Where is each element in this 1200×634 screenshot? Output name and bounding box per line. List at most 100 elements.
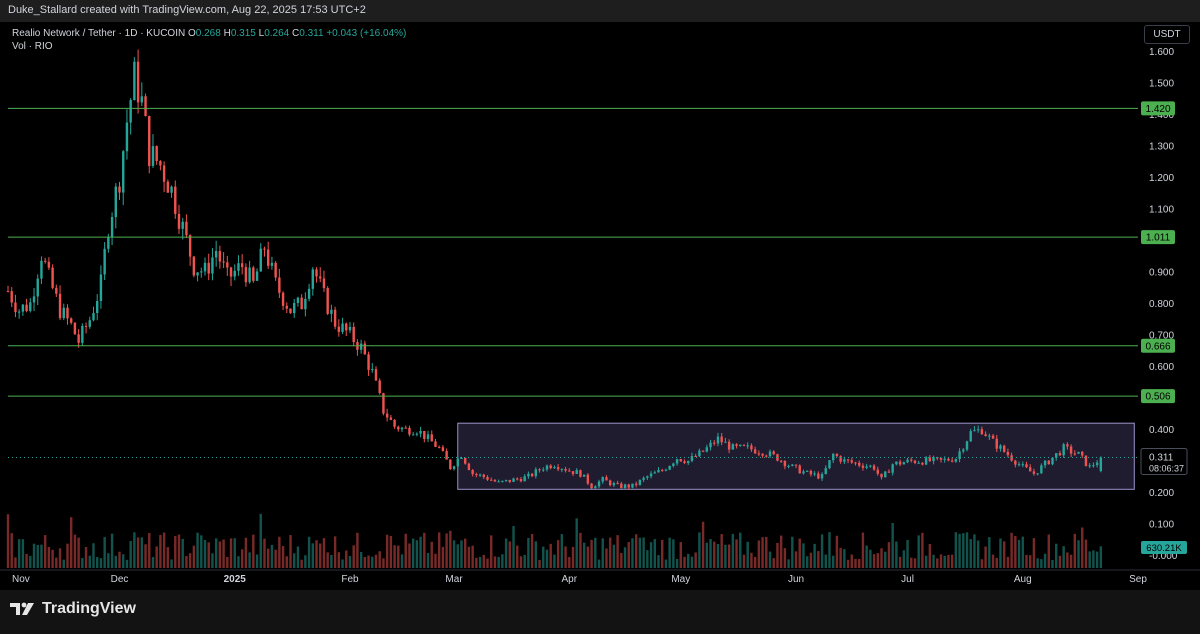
candle-body (255, 271, 259, 281)
candle-body (824, 468, 827, 475)
candle-body (872, 465, 876, 470)
candle-body (538, 469, 541, 471)
candle-body (932, 457, 935, 462)
symbol-name: Realio Network / Tether · 1D · KUCOIN (12, 28, 186, 39)
candle-body (129, 100, 132, 123)
volume-bar (110, 533, 114, 568)
candle-body (73, 322, 77, 335)
candle-body (1058, 453, 1062, 456)
volume-bar (166, 547, 170, 568)
volume-bar (597, 559, 601, 568)
price-level-tag (1141, 101, 1175, 116)
volume-bar (809, 552, 813, 568)
volume-bar (787, 559, 790, 568)
volume-bar (750, 552, 753, 568)
countdown-label: 08:06:37 (1149, 464, 1184, 474)
y-tick-label: 0.800 (1149, 299, 1174, 310)
volume-bar (218, 541, 222, 568)
candle-body (423, 430, 426, 439)
candle-body (679, 459, 683, 462)
volume-bar (1084, 539, 1088, 568)
volume-bar (835, 535, 839, 568)
candle-body (772, 451, 775, 455)
volume-bar (415, 540, 419, 568)
candle-body (765, 455, 768, 457)
candle-body (634, 483, 638, 485)
candle-body (330, 309, 333, 314)
candle-body (92, 312, 95, 321)
candle-body (750, 445, 753, 450)
price-chart[interactable]: 1.6001.5001.4001.3001.2001.1001.0000.900… (0, 22, 1200, 590)
candle-body (564, 469, 567, 471)
volume-bar (861, 532, 865, 568)
candle-body (125, 122, 129, 152)
volume-bar (285, 556, 288, 568)
candle-body (910, 459, 913, 461)
candle-body (222, 261, 225, 263)
volume-bar (304, 555, 307, 568)
volume-bar (794, 551, 798, 568)
candle-body (36, 278, 39, 297)
volume-bar (319, 543, 322, 568)
candle-body (649, 473, 653, 477)
volume-bar (62, 559, 65, 568)
volume-bar (999, 538, 1002, 568)
volume-bar (125, 559, 129, 568)
y-tick-label: 1.600 (1149, 47, 1174, 58)
volume-bar (367, 555, 370, 568)
volume-bar (404, 533, 407, 568)
candle-body (445, 451, 448, 460)
volume-bar (374, 554, 378, 568)
volume-bar (307, 536, 311, 568)
volume-bar (958, 533, 961, 568)
currency-button[interactable]: USDT (1144, 25, 1190, 44)
volume-bar (504, 538, 508, 568)
volume-bar (441, 546, 445, 568)
candle-body (32, 296, 36, 303)
volume-bar (278, 536, 281, 568)
volume-bar (1058, 555, 1062, 568)
volume-bar (817, 551, 820, 568)
candle-body (530, 473, 534, 477)
chart-area[interactable]: 1.6001.5001.4001.3001.2001.1001.0000.900… (0, 22, 1200, 590)
candle-body (575, 470, 578, 474)
volume-bar (493, 556, 497, 568)
volume-bar (244, 537, 248, 568)
candle-body (400, 427, 404, 430)
volume-bar (77, 537, 80, 568)
candle-body (616, 483, 619, 485)
tradingview-logo[interactable]: TradingView (10, 600, 136, 618)
volume-bar (482, 554, 485, 568)
price-level-label: 0.506 (1145, 392, 1170, 403)
volume-bar (746, 541, 749, 568)
volume-bar (1069, 554, 1073, 568)
candle-body (1040, 465, 1043, 474)
volume-bar (731, 533, 735, 568)
candle-body (921, 462, 924, 465)
candle-body (133, 61, 136, 101)
volume-bar (553, 554, 556, 568)
volume-bar (181, 538, 184, 568)
candle-body (103, 248, 106, 275)
candle-body (84, 325, 88, 327)
candle-body (233, 270, 236, 277)
y-tick-label: 0.700 (1149, 331, 1174, 342)
candle-body (1047, 460, 1050, 465)
candle-body (58, 293, 62, 319)
candle-body (322, 278, 326, 289)
candle-body (155, 146, 158, 162)
volume-bar (159, 534, 162, 568)
candle-body (1095, 462, 1099, 466)
candle-body (850, 460, 853, 463)
volume-bar (382, 558, 385, 568)
candle-body (211, 257, 214, 274)
volume-bar (211, 553, 214, 568)
candle-body (988, 435, 991, 437)
candle-body (687, 460, 690, 464)
candle-body (259, 248, 262, 272)
volume-bar (300, 559, 303, 568)
candle-body (1006, 451, 1010, 456)
candle-body (898, 461, 902, 465)
volume-bar (727, 544, 731, 568)
volume-bar (646, 550, 649, 568)
